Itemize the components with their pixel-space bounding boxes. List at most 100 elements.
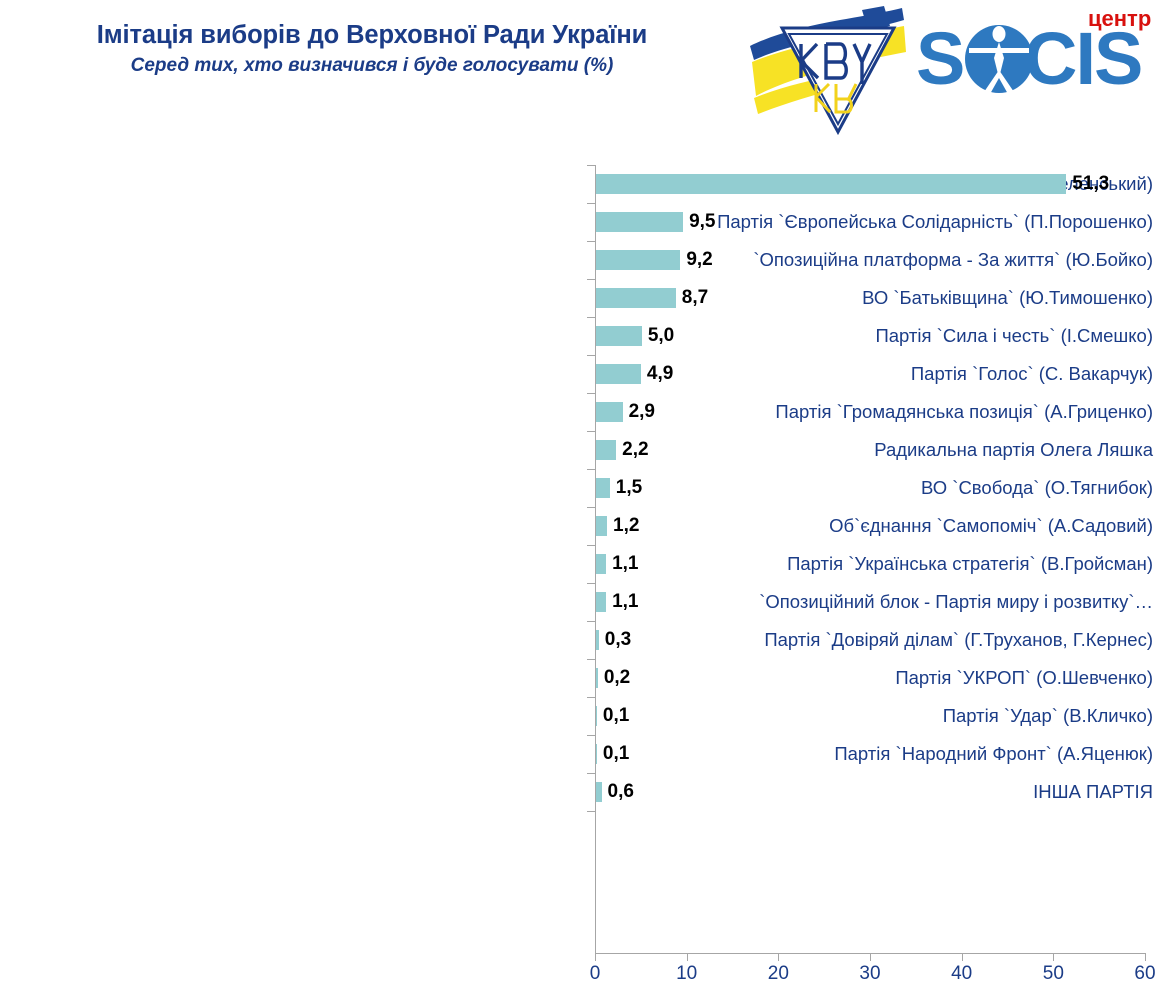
bar-value-label: 8,7 [681,287,709,308]
table-row: Партія `Народний Фронт` (А.Яценюк) 0,1 [0,735,1163,773]
table-row: Партія `Громадянська позиція` (А.Гриценк… [0,393,1163,431]
y-axis-tick [587,241,595,242]
x-axis-tick-label: 30 [859,963,881,984]
socis-tagline-text: центр [1088,6,1151,31]
y-axis-tick [587,355,595,356]
category-label: Партія `Народний Фронт` (А.Яценюк) [834,743,1153,764]
y-axis-tick [587,659,595,660]
table-row: `Опозиційна платформа - За життя` (Ю.Бой… [0,241,1163,279]
x-axis-tick [686,953,688,961]
table-row: Партія `Довіряй ділам` (Г.Труханов, Г.Ке… [0,621,1163,659]
socis-logo: центр S CIS [916,4,1160,104]
bar-value-label: 0,2 [603,667,631,688]
bar [596,364,641,384]
y-axis-tick [587,811,595,812]
table-row: ВО `Батьківщина` (Ю.Тимошенко) 8,7 [0,279,1163,317]
y-axis-tick [587,697,595,698]
bar-value-label: 1,2 [613,515,640,536]
category-label: Партія `Довіряй ділам` (Г.Труханов, Г.Ке… [764,629,1153,650]
bar-value-label: 51,3 [1072,173,1110,194]
bar [596,288,676,308]
category-label: Партія `УКРОП` (О.Шевченко) [895,667,1153,688]
bar [596,706,597,726]
bar-value-label: 2,9 [628,401,655,422]
y-axis-tick [587,393,595,394]
bar-value-label: 0,3 [604,629,632,650]
bar [596,782,602,802]
x-axis-tick-label: 40 [951,963,973,984]
category-label: Партія `Сила і честь` (І.Смешко) [875,325,1153,346]
bar-value-label: 0,1 [602,705,630,726]
bar-value-label: 0,6 [607,781,634,802]
table-row: Радикальна партія Олега Ляшка 2,2 [0,431,1163,469]
category-label: Партія `Удар` (В.Кличко) [942,705,1153,726]
svg-text:CIS: CIS [1024,17,1141,100]
y-axis-tick [587,507,595,508]
y-axis-tick [587,203,595,204]
category-label: `Опозиційний блок - Партія миру і розвит… [759,591,1153,612]
x-axis-tick-label: 10 [676,963,698,984]
bar-value-label: 4,9 [646,363,674,384]
y-axis-tick [587,317,595,318]
x-axis-tick [778,953,780,961]
x-axis-tick [1145,953,1146,961]
bar-value-label: 9,2 [686,249,713,270]
y-axis-tick [587,469,595,470]
category-label: Радикальна партія Олега Ляшка [874,439,1153,460]
y-axis-tick [587,165,595,166]
bar [596,592,607,612]
table-row: Партія `Удар` (В.Кличко) 0,1 [0,697,1163,735]
x-axis-tick [870,953,871,961]
kvu-logo [744,4,909,136]
y-axis-tick [587,431,595,432]
x-axis-tick [961,953,963,961]
category-label: Партія `Європейська Солідарність` (П.Пор… [717,211,1153,232]
bar-value-label: 2,2 [622,439,649,460]
category-label: Об`єднання `Самопоміч` (А.Садовий) [829,515,1153,536]
table-row: `Опозиційний блок - Партія миру і розвит… [0,583,1163,621]
table-row: Партія `Слуга Народу` (В.Зеленський)51,3 [0,165,1163,203]
chart-header: Імітація виборів до Верховної Ради Украї… [0,0,1163,150]
x-axis-tick-label: 20 [767,963,789,984]
chart-subtitle: Серед тих, хто визначився і буде голосув… [130,55,614,76]
bar [596,744,597,764]
table-row: ВО `Свобода` (О.Тягнибок) 1,5 [0,469,1163,507]
bar-value-label: 1,1 [612,553,639,574]
bar [596,630,599,650]
page-title: Імітація виборів до Верховної Ради Украї… [96,21,648,49]
category-label: Партія `Громадянська позиція` (А.Гриценк… [775,401,1153,422]
bar [596,212,684,232]
x-axis-tick-label: 50 [1042,963,1064,984]
table-row: Партія `Сила і честь` (І.Смешко) 5,0 [0,317,1163,355]
table-row: Партія `Голос` (С. Вакарчук) 4,9 [0,355,1163,393]
x-axis-tick [595,953,596,961]
bar [596,516,607,536]
bar [596,668,598,688]
category-label: ВО `Батьківщина` (Ю.Тимошенко) [862,287,1153,308]
bar-chart-plot: Партія `Слуга Народу` (В.Зеленський)51,3… [0,150,1163,984]
y-axis-tick [587,735,595,736]
y-axis-tick [587,279,595,280]
y-axis-line [595,165,596,953]
vitruvian-figure-icon [969,26,1029,94]
bar [596,402,623,422]
category-label: ВО `Свобода` (О.Тягнибок) [921,477,1153,498]
y-axis-tick [587,773,595,774]
bar [596,250,681,270]
y-axis-tick [587,621,595,622]
title-block: Імітація виборів до Верховної Ради Украї… [22,20,722,79]
y-axis-tick [587,545,595,546]
socis-logo-graphic: центр S CIS [916,6,1151,100]
bar-value-label: 1,1 [612,591,639,612]
x-axis-tick-label: 60 [1134,963,1156,984]
table-row: Партія `Українська стратегія` (В.Гройсма… [0,545,1163,583]
bar [596,174,1067,194]
bar [596,554,607,574]
table-row: ІНША ПАРТІЯ 0,6 [0,773,1163,811]
table-row: Об`єднання `Самопоміч` (А.Садовий) 1,2 [0,507,1163,545]
table-row: Партія `Європейська Солідарність` (П.Пор… [0,203,1163,241]
category-label: `Опозиційна платформа - За життя` (Ю.Бой… [753,249,1153,270]
bar [596,478,610,498]
socis-wordmark-text: S [916,17,963,100]
bar [596,440,617,460]
